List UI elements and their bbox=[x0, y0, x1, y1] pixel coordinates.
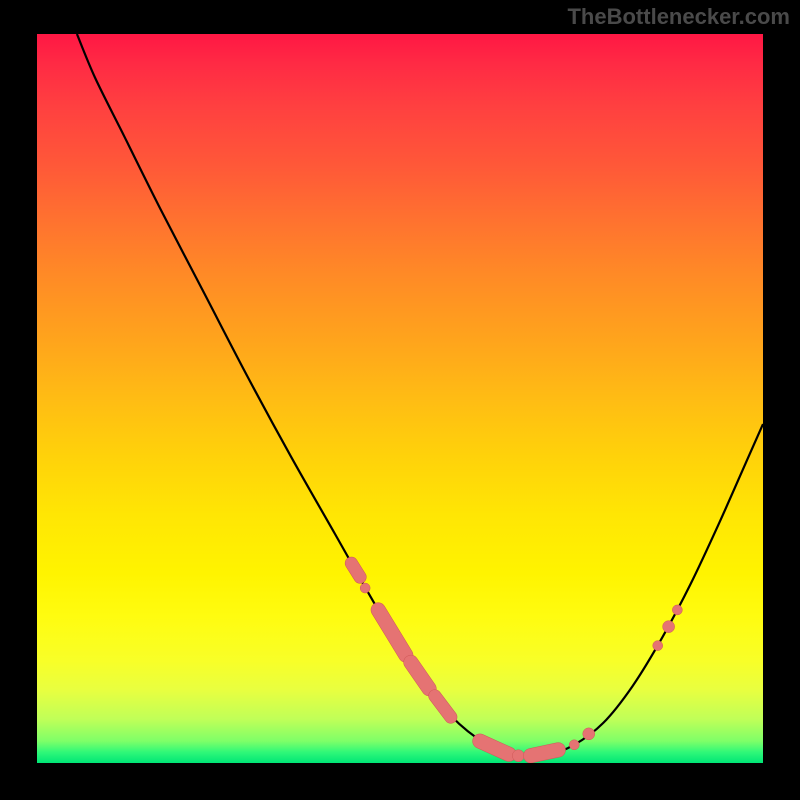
curve-marker bbox=[360, 583, 370, 593]
bottleneck-curve bbox=[37, 34, 763, 763]
curve-marker bbox=[569, 740, 579, 750]
curve-marker bbox=[672, 605, 682, 615]
curve-marker bbox=[435, 696, 451, 717]
curve-marker bbox=[583, 728, 595, 740]
curve-marker bbox=[351, 563, 360, 577]
curve-marker bbox=[378, 610, 406, 655]
watermark-label: TheBottlenecker.com bbox=[567, 4, 790, 30]
curve-marker bbox=[531, 750, 559, 756]
curve-marker bbox=[653, 641, 663, 651]
curve-marker bbox=[480, 741, 509, 754]
curve-marker bbox=[512, 750, 524, 762]
curve-marker bbox=[411, 662, 429, 688]
curve-marker bbox=[663, 621, 675, 633]
plot-area bbox=[37, 34, 763, 763]
curve-markers bbox=[351, 563, 682, 761]
chart-container: TheBottlenecker.com bbox=[0, 0, 800, 800]
